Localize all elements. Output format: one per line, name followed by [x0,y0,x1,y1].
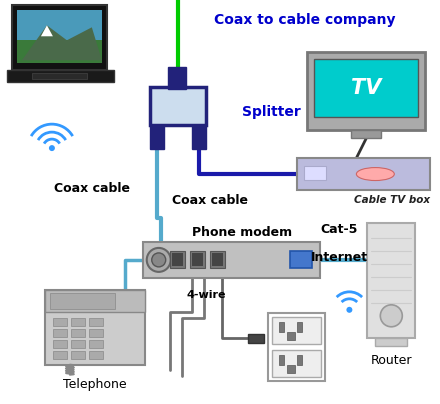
Text: Coax cable: Coax cable [54,181,130,194]
Text: Coax cable: Coax cable [172,194,248,206]
Bar [297,158,430,190]
Bar [271,350,322,377]
Bar [297,322,302,332]
Bar [304,166,326,180]
Bar [32,73,87,79]
Text: Telephone: Telephone [63,378,127,391]
Bar [192,125,205,149]
Circle shape [147,248,171,272]
Bar [12,5,107,70]
Circle shape [380,305,402,327]
Bar [212,253,223,266]
Bar [192,253,203,266]
Bar [248,334,264,343]
Bar [45,290,145,365]
Bar [315,59,418,117]
Bar [172,253,183,266]
Circle shape [346,307,352,313]
Bar [297,355,302,365]
Bar [308,52,425,130]
Bar [143,242,320,278]
Bar [375,338,407,346]
Bar [279,355,283,365]
Text: Coax to cable company: Coax to cable company [214,13,395,27]
Bar [279,322,283,332]
Bar [150,125,164,149]
Bar [190,251,205,268]
Bar [367,223,415,338]
Bar [53,318,67,326]
Circle shape [49,145,55,151]
Bar [71,351,85,359]
Text: TV: TV [351,78,381,98]
Bar [89,340,103,348]
Polygon shape [22,25,102,60]
Bar [7,70,114,82]
Bar [45,290,145,312]
Bar [268,313,326,381]
Bar [287,332,296,340]
Bar [168,67,186,89]
Bar [50,293,115,309]
Circle shape [152,253,166,267]
Bar [53,351,67,359]
Bar [89,329,103,337]
Bar [89,318,103,326]
Ellipse shape [356,168,394,181]
Bar [71,329,85,337]
Bar [290,251,312,268]
Bar [53,329,67,337]
Polygon shape [41,25,53,36]
Bar [209,251,224,268]
Bar [150,87,205,125]
Bar [17,11,102,40]
Bar [17,40,102,63]
Bar [89,351,103,359]
Bar [71,318,85,326]
Bar [271,317,322,344]
Text: Cat-5: Cat-5 [321,223,358,236]
Bar [352,130,381,138]
Bar [287,365,296,373]
Bar [170,251,185,268]
Text: Internet: Internet [311,251,368,264]
Text: Cable TV box: Cable TV box [354,195,430,205]
Text: Splitter: Splitter [242,105,301,119]
Text: 4-wire: 4-wire [187,290,227,300]
Text: Router: Router [370,354,412,367]
Bar [53,340,67,348]
Bar [71,340,85,348]
Text: Phone modem: Phone modem [191,227,292,240]
